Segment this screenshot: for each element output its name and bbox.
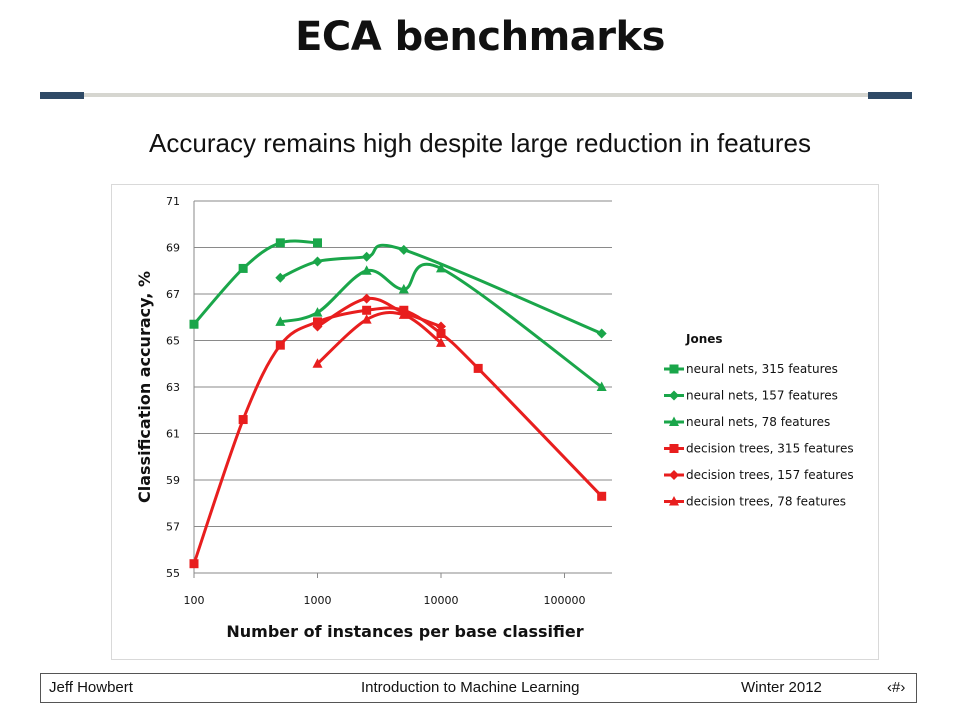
data-point (436, 321, 446, 332)
slide-subtitle: Accuracy remains high despite large redu… (149, 128, 811, 158)
series-line (192, 239, 318, 326)
data-point (596, 328, 607, 339)
data-point (362, 305, 372, 315)
data-point (275, 238, 285, 248)
series-5 (312, 293, 446, 332)
y-tick-label: 63 (166, 381, 180, 394)
y-axis-title: Classification accuracy, % (135, 271, 154, 503)
x-axis-title: Number of instances per base classifier (226, 622, 583, 641)
data-point (398, 309, 409, 319)
legend-marker (669, 364, 679, 374)
x-tick-label: 100 (184, 594, 205, 607)
series-6 (312, 309, 446, 368)
y-tick-label: 57 (166, 521, 180, 534)
data-point (312, 321, 323, 332)
data-point (361, 251, 372, 262)
y-tick-label: 55 (166, 567, 180, 580)
y-tick-label: 61 (166, 428, 180, 441)
chart-frame (111, 184, 879, 660)
title-divider (40, 92, 912, 99)
x-tick-label: 10000 (424, 594, 459, 607)
footer-course: Introduction to Machine Learning (361, 679, 580, 696)
data-point (313, 238, 322, 248)
data-point (473, 363, 483, 373)
y-tick-label: 67 (166, 288, 180, 301)
data-point (361, 293, 372, 304)
legend-label: decision trees, 157 features (686, 468, 854, 482)
data-point (436, 262, 446, 273)
series-line (192, 306, 603, 565)
series-line (279, 243, 603, 335)
series-1 (189, 238, 322, 329)
data-point (275, 272, 286, 283)
divider-bar (84, 93, 868, 97)
legend-marker (669, 496, 679, 506)
data-point (275, 316, 286, 326)
legend-entry: neural nets, 315 features (664, 362, 838, 376)
divider-right-cap (868, 92, 912, 99)
data-point (436, 329, 446, 339)
slide-title: ECA benchmarks (295, 14, 665, 60)
legend-entry: neural nets, 78 features (664, 415, 830, 429)
y-tick-label: 71 (166, 195, 180, 208)
data-point (189, 319, 199, 329)
data-point (312, 358, 323, 368)
data-point (436, 337, 446, 347)
footer-author: Jeff Howbert (49, 679, 133, 696)
series-4 (189, 305, 607, 569)
data-point (596, 381, 607, 391)
data-point (275, 340, 285, 350)
legend-label: neural nets, 315 features (686, 362, 838, 376)
data-point (312, 256, 323, 267)
legend-label: decision trees, 78 features (686, 495, 846, 509)
series-line (316, 296, 442, 328)
x-tick-label: 100000 (544, 594, 586, 607)
data-point (361, 265, 372, 275)
y-tick-label: 69 (166, 242, 180, 255)
legend-label: neural nets, 157 features (686, 389, 838, 403)
y-tick-label: 59 (166, 474, 180, 487)
footer-term: Winter 2012 (741, 679, 822, 696)
data-point (238, 263, 248, 273)
slide-footer: Jeff Howbert Introduction to Machine Lea… (40, 673, 917, 703)
divider-left-cap (40, 92, 84, 99)
data-point (189, 559, 199, 569)
data-point (238, 415, 248, 425)
x-tick-label: 1000 (304, 594, 332, 607)
series-3 (275, 262, 607, 391)
series-2 (275, 243, 607, 339)
footer-page-number: ‹#› (887, 679, 906, 696)
legend-marker (669, 416, 679, 426)
legend-label: decision trees, 315 features (686, 442, 854, 456)
legend-title: Jones (685, 332, 723, 346)
legend-marker (669, 470, 679, 480)
data-point (361, 314, 372, 324)
legend-label: neural nets, 78 features (686, 415, 830, 429)
legend-marker (669, 444, 679, 453)
y-tick-label: 65 (166, 335, 180, 348)
legend-entry: neural nets, 157 features (664, 389, 838, 403)
data-point (312, 307, 323, 317)
data-point (597, 491, 607, 501)
data-point (398, 283, 409, 294)
data-point (398, 244, 409, 255)
legend-marker (669, 390, 679, 401)
legend-entry: decision trees, 157 features (664, 468, 854, 482)
legend-entry: decision trees, 315 features (664, 442, 854, 456)
series-line (316, 311, 442, 365)
legend-entry: decision trees, 78 features (664, 495, 846, 509)
